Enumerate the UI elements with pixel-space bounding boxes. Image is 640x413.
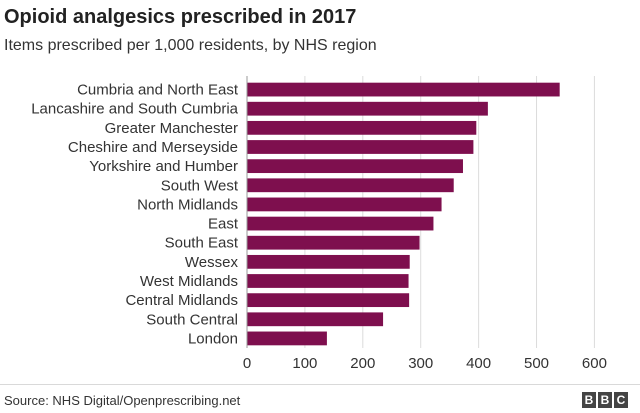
bar [247,140,474,154]
x-tick-label: 200 [350,355,375,372]
bar [247,216,434,231]
chart-subtitle: Items prescribed per 1,000 residents, by… [4,37,377,54]
x-tick-label: 0 [243,355,251,372]
bar [247,312,384,327]
category-label: Wessex [185,254,239,271]
category-label: South East [165,235,239,252]
x-tick-label: 100 [292,355,317,372]
footer-divider [0,384,640,385]
bbc-logo-letter: B [582,392,596,408]
bar [247,159,463,174]
category-label: North Midlands [137,196,238,213]
category-label: London [188,330,238,347]
source-note: Source: NHS Digital/Openprescribing.net [4,393,241,408]
bar [247,82,560,97]
bbc-logo: B B C [582,392,628,408]
bar-chart: 0 100 200 300 400 500 600 Cumbria and North Eas… [31,76,607,372]
bar [247,120,477,135]
category-label: Cumbria and North East [77,82,239,99]
x-tick-label: 400 [466,355,491,372]
bar [247,274,409,288]
bbc-logo-letter: B [598,392,612,408]
chart-title: Opioid analgesics prescribed in 2017 [4,6,357,28]
bar [247,254,410,269]
category-label: South West [161,177,239,194]
x-tick-label: 300 [408,355,433,372]
bar [247,101,488,116]
category-label: Cheshire and Merseyside [68,139,238,156]
category-label: South Central [146,311,238,328]
bbc-logo-letter: C [614,392,628,408]
bar [247,331,327,346]
bar [247,293,410,308]
x-tick-label: 600 [582,355,607,372]
bar [247,178,454,193]
category-label: Central Midlands [125,292,238,309]
category-label: East [208,216,239,233]
x-tick-label: 500 [524,355,549,372]
category-label: Lancashire and South Cumbria [31,101,238,118]
category-label: West Midlands [140,273,238,290]
category-label: Yorkshire and Humber [89,158,238,175]
bar [247,197,442,212]
bar [247,235,420,250]
category-label: Greater Manchester [105,120,238,137]
